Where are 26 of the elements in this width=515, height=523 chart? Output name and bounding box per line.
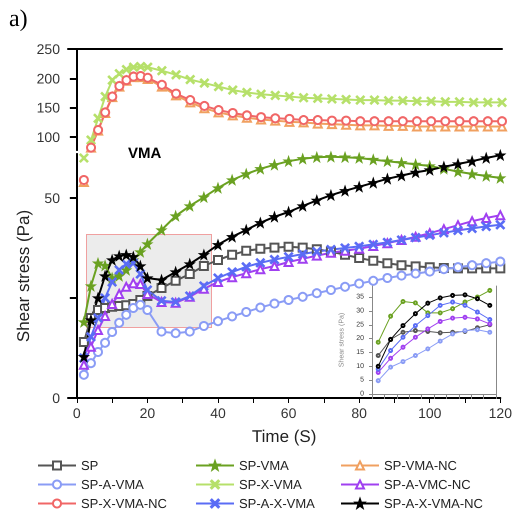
- legend-label: SP: [81, 458, 98, 473]
- legend-label: SP-A-X-VMA-NC: [384, 496, 483, 511]
- legend-label: SP-A-VMC-NC: [384, 477, 471, 492]
- y-tick-label: 100: [36, 129, 60, 146]
- x-tick-label: 0: [72, 405, 81, 421]
- legend-label: SP-X-VMA: [239, 477, 302, 492]
- annotation: VMA: [128, 145, 162, 162]
- y-tick-label: 200: [36, 70, 60, 86]
- y-axis-title: Shear stress (Pa): [14, 210, 33, 342]
- x-axis-title: Time (S): [252, 427, 316, 446]
- y-tick-label: 250: [36, 41, 60, 57]
- legend-label: SP-A-X-VMA: [239, 496, 316, 511]
- legend-label: SP-X-VMA-NC: [81, 496, 167, 511]
- y-tick-label: 150: [36, 100, 60, 116]
- legend-label: SP-VMA: [239, 458, 290, 473]
- x-tick-label: 80: [351, 405, 368, 421]
- x-tick-label: 120: [488, 405, 512, 421]
- x-tick-label: 20: [140, 405, 156, 421]
- y-tick-label: 0: [52, 390, 60, 406]
- x-tick-label: 100: [418, 405, 442, 421]
- legend-label: SP-VMA-NC: [384, 458, 457, 473]
- legend-label: SP-A-VMA: [81, 477, 144, 492]
- x-tick-label: 40: [210, 405, 226, 421]
- y-tick-label: 50: [44, 190, 60, 206]
- chart-title: a): [9, 6, 28, 32]
- x-tick-label: 60: [280, 405, 297, 421]
